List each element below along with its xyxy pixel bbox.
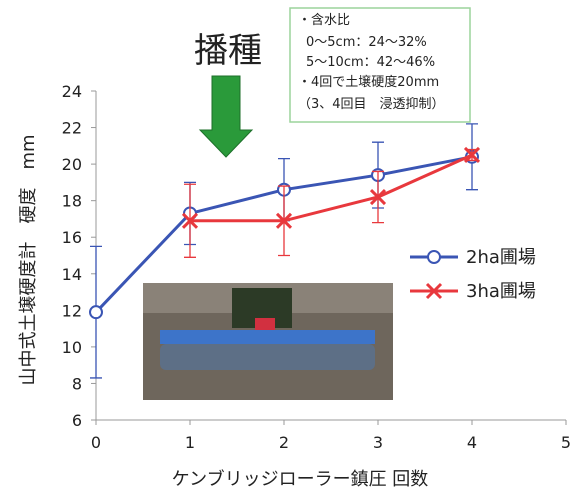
y-tick-label: 16 (62, 228, 82, 247)
y-tick-label: 20 (62, 155, 82, 174)
x-tick-label: 3 (373, 433, 383, 452)
marker (463, 146, 481, 164)
y-tick-label: 18 (62, 192, 82, 211)
note-line: ・含水比 (298, 12, 350, 28)
x-axis-label: ケンブリッジローラー鎮圧 回数 (172, 468, 429, 490)
x-tick-label: 5 (561, 433, 571, 452)
x-tick-label: 0 (91, 433, 101, 452)
y-tick-label: 22 (62, 119, 82, 138)
photo (143, 283, 393, 400)
y-tick-label: 24 (62, 82, 82, 101)
legend-marker (427, 250, 441, 264)
arrow (198, 75, 254, 158)
note-line: ・4回で土壌硬度20mm (298, 74, 439, 90)
legend-marker (425, 282, 443, 300)
note-line: 5～10cm：42～46% (306, 55, 435, 70)
marker (181, 212, 199, 229)
note-box: ・含水比 0～5cm：24～32% 5～10cm：42～46% ・4回で土壌硬度… (289, 7, 471, 123)
y-axis-label: 山中式土壌硬度計 硬度 mm (18, 134, 39, 385)
note-line: 0～5cm：24～32% (306, 35, 427, 50)
line (190, 153, 473, 223)
legend-label: 2ha圃場 (466, 247, 536, 268)
marker (89, 305, 103, 320)
marker (369, 188, 387, 206)
y-tick-label: 14 (62, 265, 82, 284)
y-tick-label: 10 (62, 338, 82, 357)
note-line: （3、4回目 浸透抑制） (298, 97, 445, 112)
annotation: 播種 (194, 31, 262, 71)
y-tick-label: 12 (62, 301, 82, 320)
x-tick-label: 2 (279, 433, 289, 452)
marker (275, 212, 293, 229)
y-tick-label: 8 (72, 374, 82, 393)
x-tick-label: 4 (467, 433, 477, 452)
x-tick-label: 1 (185, 433, 195, 452)
legend-label: 3ha圃場 (466, 281, 536, 302)
y-tick-label: 6 (72, 411, 82, 430)
